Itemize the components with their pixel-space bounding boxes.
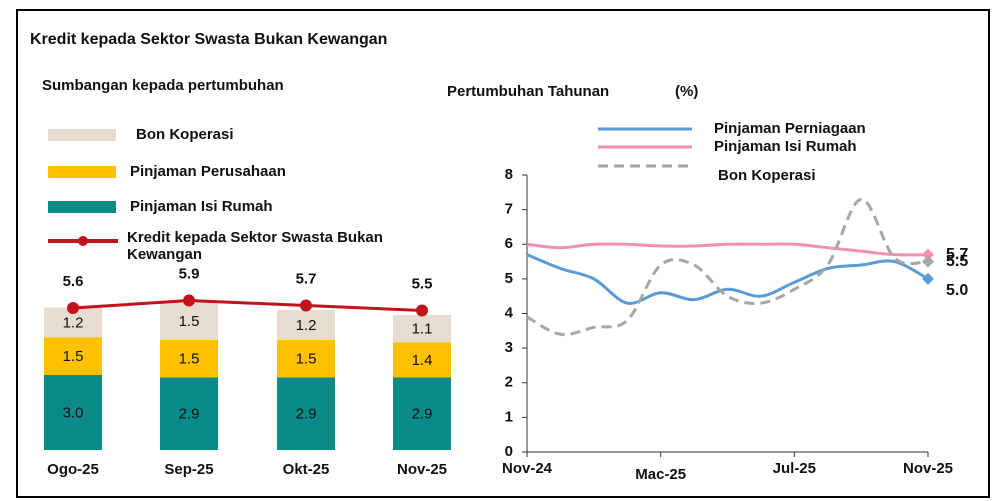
- bar-segment: [393, 315, 451, 343]
- page-title: Kredit kepada Sektor Swasta Bukan Kewang…: [30, 31, 387, 48]
- line: [526, 253, 929, 305]
- line: [72, 298, 423, 312]
- value-label: 1.4: [412, 352, 433, 369]
- x-tick-label: Nov-25: [903, 460, 953, 477]
- y-tick-label: 3: [505, 339, 513, 356]
- chart-title: Sumbangan kepada pertumbuhan: [42, 77, 284, 94]
- value-label: 1.2: [63, 314, 84, 331]
- x-tick-label: Mac-25: [635, 466, 686, 483]
- bar-segment: [160, 302, 218, 340]
- value-label: 5.5: [412, 275, 433, 292]
- bar-segment: [160, 377, 218, 450]
- y-axis-label: (%): [675, 83, 698, 100]
- line: [526, 242, 929, 257]
- legend-swatch: [48, 201, 116, 213]
- value-label: 3.0: [63, 404, 84, 421]
- value-label: 5.7: [296, 270, 317, 287]
- bar-segment: [160, 340, 218, 378]
- value-label: 1.5: [63, 348, 84, 365]
- line: [526, 197, 929, 337]
- value-label: 1.2: [296, 317, 317, 334]
- value-label: 5.5: [946, 253, 968, 270]
- value-label: 2.9: [296, 406, 317, 423]
- x-tick-label: Sep-25: [164, 461, 213, 478]
- end-marker: [922, 255, 934, 268]
- x-tick-label: Okt-25: [283, 461, 330, 478]
- end-marker: [922, 272, 934, 285]
- y-tick-label: 7: [505, 201, 513, 218]
- legend-label: Bon Koperasi: [136, 126, 234, 143]
- value-label: 5.7: [946, 246, 968, 263]
- value-label: 5.9: [179, 265, 200, 282]
- value-label: 1.1: [412, 321, 433, 338]
- x-tick-label: Ogo-25: [47, 461, 99, 478]
- legend-label: Pinjaman Isi Rumah: [130, 198, 273, 215]
- bar-segment: [393, 377, 451, 450]
- end-marker: [922, 248, 934, 261]
- y-tick-label: 0: [505, 443, 513, 460]
- bar-segment: [277, 310, 335, 340]
- frame: [16, 9, 990, 498]
- value-label: 1.5: [179, 351, 200, 368]
- y-tick-label: 2: [505, 374, 513, 391]
- x-tick-label: Nov-24: [502, 460, 553, 477]
- y-tick-label: 6: [505, 235, 513, 252]
- value-label: 1.5: [179, 313, 200, 330]
- y-tick-label: 8: [505, 166, 513, 183]
- x-tick-label: Nov-25: [397, 461, 447, 478]
- legend-label: Pinjaman Perusahaan: [130, 163, 286, 180]
- legend-label-box: Kredit kepada Sektor Swasta Bukan Kewang…: [127, 229, 383, 263]
- legend-label: Bon Koperasi: [718, 167, 816, 184]
- bar-segment: [277, 340, 335, 378]
- bar-segment: [44, 375, 102, 450]
- value-label: 5.0: [946, 282, 968, 299]
- legend-swatch: [48, 129, 116, 141]
- bar-segment: [44, 337, 102, 375]
- y-tick-label: 1: [505, 408, 513, 425]
- y-tick-label: 5: [505, 270, 513, 287]
- legend-label: Pinjaman Isi Rumah: [714, 138, 857, 155]
- y-tick-label: 4: [505, 304, 514, 321]
- value-label: 1.5: [296, 351, 317, 368]
- value-label: 2.9: [179, 406, 200, 423]
- x-tick-label: Jul-25: [773, 460, 816, 477]
- legend-label: Kredit kepada Sektor Swasta Bukan Kewang…: [127, 229, 383, 263]
- line-marker: [67, 302, 79, 314]
- bar-segment: [277, 377, 335, 450]
- bar-segment: [393, 342, 451, 378]
- value-label: 5.6: [63, 273, 84, 290]
- value-label: 2.9: [412, 406, 433, 423]
- line-marker: [300, 299, 312, 312]
- chart-title: Pertumbuhan Tahunan: [447, 83, 609, 100]
- line-marker: [183, 294, 195, 307]
- legend-marker: [78, 236, 88, 246]
- legend-swatch: [48, 166, 116, 178]
- line-marker: [416, 304, 428, 317]
- legend-label: Pinjaman Perniagaan: [714, 120, 866, 137]
